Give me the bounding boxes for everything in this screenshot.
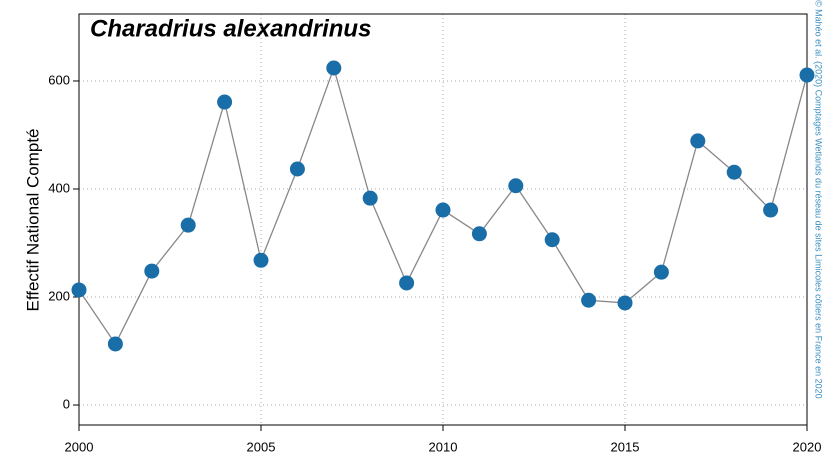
y-tick-label: 600 xyxy=(48,72,70,87)
point xyxy=(763,202,779,218)
point xyxy=(217,94,233,110)
point xyxy=(71,282,87,298)
point xyxy=(180,217,196,233)
point xyxy=(326,60,342,76)
y-axis-label: Effectif National Compté xyxy=(23,129,42,312)
x-tick-label: 2020 xyxy=(793,439,822,454)
chart-title: Charadrius alexandrinus xyxy=(90,15,371,42)
point xyxy=(544,232,560,248)
x-tick-label: 2005 xyxy=(247,439,276,454)
point xyxy=(289,161,305,177)
point xyxy=(471,226,487,242)
point xyxy=(617,295,633,311)
y-tick-label: 400 xyxy=(48,180,70,195)
point xyxy=(107,336,123,352)
plot-frame xyxy=(78,13,808,426)
point xyxy=(362,190,378,206)
point xyxy=(508,178,524,194)
x-tick-label: 2010 xyxy=(429,439,458,454)
point xyxy=(581,292,597,308)
point xyxy=(399,275,415,291)
x-tick-label: 2015 xyxy=(611,439,640,454)
point xyxy=(690,133,706,149)
point xyxy=(435,202,451,218)
point xyxy=(653,264,669,280)
y-tick-label: 0 xyxy=(63,396,70,411)
credit: © Mahéo et al. (2020) Comptages Wetlands… xyxy=(814,0,824,399)
point xyxy=(253,252,269,268)
x-tick-label: 2000 xyxy=(65,439,94,454)
point xyxy=(799,67,815,83)
y-tick-label: 200 xyxy=(48,288,70,303)
point xyxy=(726,164,742,180)
point xyxy=(144,263,160,279)
